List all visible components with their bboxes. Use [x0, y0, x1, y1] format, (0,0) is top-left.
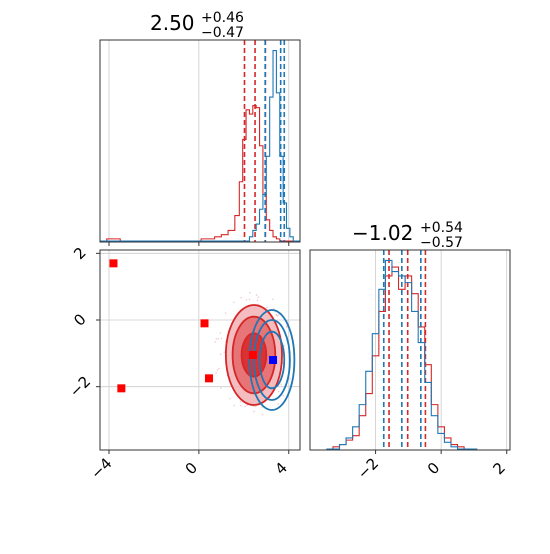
top-left-histogram-panel — [99, 39, 301, 246]
bottom-left-xtick-label-0: −4 — [87, 454, 115, 482]
bottom-left-ytick-label-2: 2 — [70, 244, 89, 263]
bottom-left-xtick-label-1: 0 — [182, 459, 201, 478]
bottom-left-sample-point — [244, 405, 246, 408]
bottom-right-title: −1.02 +0.54 −0.57 — [352, 220, 463, 251]
bottom-left-contour-1-level-0 — [258, 330, 286, 390]
bottom-left-sample-point — [278, 313, 280, 316]
bottom-left-marker-3 — [204, 374, 213, 383]
bottom-left-sample-point — [220, 337, 223, 340]
bottom-left-xtick-label-2: 4 — [271, 459, 290, 478]
bottom-right-hist-series-1 — [326, 259, 478, 450]
bottom-left-sample-point — [271, 298, 274, 301]
bottom-left-sample-point — [239, 400, 242, 403]
bottom-right-xtick-label-2: 2 — [489, 459, 508, 478]
top-left-title-upper: +0.46 — [201, 10, 244, 26]
bottom-left-sample-point — [219, 353, 222, 356]
bottom-left-ytick-label-0: −2 — [66, 372, 94, 400]
bottom-left-sample-point — [255, 294, 258, 296]
bottom-left-sample-point — [233, 404, 236, 407]
bottom-left-sample-point — [215, 337, 218, 340]
bottom-left-sample-point — [277, 403, 280, 405]
bottom-left-sample-point — [261, 413, 264, 416]
top-left-title-lower: −0.47 — [201, 25, 244, 41]
bottom-left-sample-point — [219, 332, 222, 334]
top-left-title-value: 2.50 — [150, 11, 195, 35]
bottom-left-sample-point — [257, 296, 260, 298]
bottom-right-histogram-panel: −2 0 2 — [309, 249, 511, 483]
bottom-left-sample-point — [233, 301, 235, 304]
bottom-right-xtick-label-1: 0 — [424, 459, 443, 478]
bottom-left-sample-point — [275, 314, 278, 317]
top-left-frame — [99, 39, 301, 243]
bottom-right-title-lower: −0.57 — [420, 235, 463, 251]
bottom-left-sample-point — [229, 397, 231, 400]
bottom-left-sample-point — [240, 296, 242, 299]
bottom-left-sample-point — [285, 326, 288, 328]
bottom-right-xtick-label-0: −2 — [354, 454, 382, 482]
bottom-left-sample-point — [248, 298, 251, 301]
bottom-left-marker-0 — [109, 259, 118, 268]
bottom-left-sample-point — [214, 341, 217, 343]
bottom-left-sample-point — [215, 371, 217, 374]
top-left-title: 2.50 +0.46 −0.47 — [150, 10, 244, 41]
bottom-left-contour-1-level-2 — [248, 309, 296, 411]
bottom-left-sample-point — [266, 306, 268, 309]
bottom-left-sample-point — [216, 369, 219, 371]
bottom-left-sample-point — [253, 410, 255, 413]
bottom-left-sample-point — [224, 312, 227, 314]
bottom-left-sample-point — [239, 404, 242, 407]
bottom-left-sample-point — [254, 405, 257, 408]
bottom-right-title-upper: +0.54 — [420, 220, 463, 236]
bottom-left-contour-1-level-1 — [253, 319, 291, 401]
bottom-right-frame — [309, 249, 511, 451]
bottom-left-marker-5 — [269, 356, 278, 364]
bottom-right-hist-series-0 — [326, 266, 478, 450]
bottom-left-sample-point — [280, 383, 282, 386]
bottom-left-marker-4 — [248, 351, 257, 359]
bottom-left-frame — [99, 249, 301, 451]
bottom-left-sample-point — [289, 377, 291, 380]
bottom-left-sample-point — [249, 291, 251, 294]
bottom-left-sample-point — [256, 299, 259, 302]
top-left-hist-series-1 — [100, 49, 300, 242]
bottom-left-sample-point — [277, 390, 280, 393]
bottom-left-sample-point — [223, 351, 226, 353]
bottom-left-sample-point — [220, 387, 222, 389]
bottom-left-sample-point — [272, 307, 275, 310]
bottom-left-contour-panel: −4 0 4 −2 0 2 — [66, 244, 301, 483]
bottom-left-sample-point — [218, 367, 220, 370]
bottom-left-sample-point — [245, 298, 248, 301]
bottom-left-marker-2 — [117, 384, 126, 393]
bottom-left-sample-point — [282, 394, 284, 397]
bottom-left-ytick-label-1: 0 — [70, 310, 89, 329]
bottom-left-sample-point — [217, 337, 220, 340]
bottom-left-marker-1 — [200, 319, 209, 328]
bottom-right-title-value: −1.02 — [352, 221, 413, 245]
